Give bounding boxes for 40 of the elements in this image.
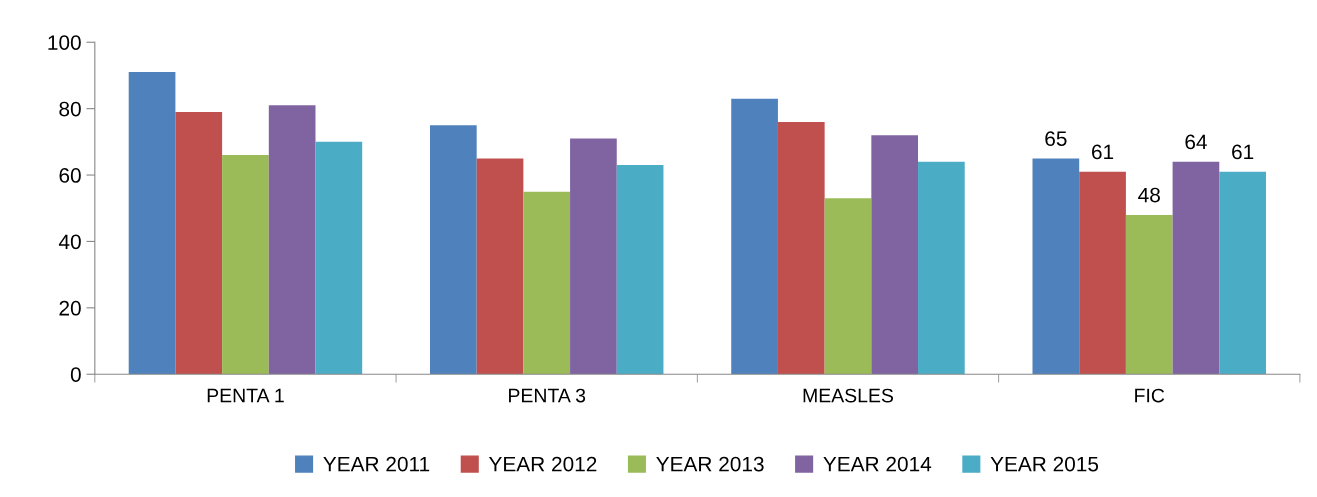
legend-label: YEAR 2012	[488, 456, 597, 472]
bar	[570, 138, 617, 375]
bar	[523, 191, 571, 375]
y-tick-label: 20	[59, 300, 81, 316]
x-tick-label: FIC	[1135, 388, 1165, 403]
bar	[315, 141, 363, 375]
bar	[476, 158, 524, 375]
legend-label: YEAR 2013	[656, 456, 764, 472]
y-tick-label: 100	[48, 35, 81, 50]
data-label: 61	[1092, 144, 1114, 160]
y-tick-label: 40	[58, 234, 81, 250]
bar	[777, 121, 825, 375]
legend-label: YEAR 2015	[990, 456, 1099, 472]
bar	[1172, 161, 1220, 375]
data-label: 65	[1045, 131, 1067, 146]
y-tick-label: 80	[59, 101, 81, 117]
bar	[616, 165, 664, 375]
bar	[1079, 171, 1126, 375]
data-label: 61	[1232, 144, 1254, 160]
bar	[128, 72, 176, 375]
y-tick-label: 0	[70, 367, 81, 382]
x-tick-label: PENTA 1	[207, 388, 284, 403]
x-tick-label: PENTA 3	[509, 388, 586, 403]
bar	[1032, 158, 1080, 375]
data-label: 64	[1185, 134, 1207, 150]
bar	[429, 125, 477, 375]
bar	[175, 111, 223, 375]
bar	[918, 161, 965, 375]
y-tick-label: 60	[59, 168, 81, 183]
x-tick-label: MEASLES	[803, 388, 894, 403]
data-label: 48	[1138, 187, 1160, 203]
bar	[731, 98, 778, 375]
bar	[824, 198, 872, 375]
bar	[1125, 214, 1173, 375]
legend-label: YEAR 2011	[323, 456, 430, 472]
legend-label: YEAR 2014	[823, 456, 932, 472]
bar	[268, 105, 316, 375]
bar	[1219, 171, 1266, 375]
bar	[871, 135, 919, 375]
bar	[222, 155, 269, 375]
